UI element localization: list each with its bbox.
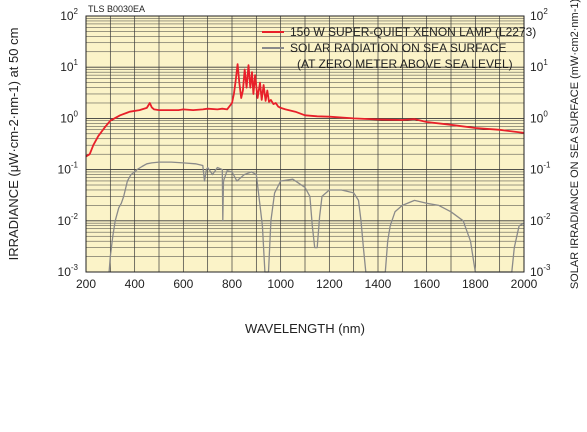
x-tick-label: 1800	[462, 277, 489, 291]
y-tick-label-right: 10-3	[530, 263, 551, 279]
x-tick-label: 200	[76, 277, 96, 291]
x-axis-label: WAVELENGTH (nm)	[245, 321, 365, 336]
y-tick-label-left: 100	[60, 109, 78, 125]
y-axis-label-left: IRRADIANCE (μW·cm-2·nm-1) at 50 cm	[6, 28, 21, 261]
y-tick-label-left: 10-3	[58, 263, 79, 279]
x-tick-label: 1600	[413, 277, 440, 291]
y-tick-label-right: 100	[530, 109, 548, 125]
legend-label-solar-line2: (AT ZERO METER ABOVE SEA LEVEL)	[297, 57, 513, 71]
tick-labels: 200 400 600 800 1000 1200 1400 1600 1800 2000 102 1…	[58, 7, 552, 291]
y-tick-label-right: 10-2	[530, 212, 551, 228]
series-line-solar	[108, 161, 525, 273]
legend-label-solar: SOLAR RADIATION ON SEA SURFACE	[290, 41, 507, 55]
plot-frame	[85, 15, 525, 273]
y-tick-label-left: 101	[60, 58, 78, 74]
legend-label-xenon: 150 W SUPER-QUIET XENON LAMP (L2273)	[290, 25, 536, 39]
y-axis-label-right: SOLAR IRRADIANCE ON SEA SURFACE (mW·cm2·…	[569, 0, 581, 289]
x-tick-label: 2000	[511, 277, 538, 291]
y-tick-label-right: 102	[530, 7, 548, 23]
series-line-xenon	[85, 63, 525, 158]
legend: 150 W SUPER-QUIET XENON LAMP (L2273) SOL…	[262, 25, 536, 71]
x-tick-label: 1200	[316, 277, 343, 291]
series-group	[85, 63, 525, 273]
x-tick-label: 800	[222, 277, 242, 291]
x-tick-label: 600	[173, 277, 193, 291]
x-tick-label: 1000	[267, 277, 294, 291]
y-tick-label-left: 10-2	[58, 212, 79, 228]
chart-code-label: TLS B0030EA	[88, 4, 145, 14]
x-tick-label: 400	[125, 277, 145, 291]
y-tick-label-left: 102	[60, 7, 78, 23]
y-tick-label-right: 10-1	[530, 161, 551, 177]
grid-lines	[86, 16, 524, 272]
y-tick-label-left: 10-1	[58, 161, 79, 177]
x-tick-label: 1400	[365, 277, 392, 291]
y-tick-label-right: 101	[530, 58, 548, 74]
